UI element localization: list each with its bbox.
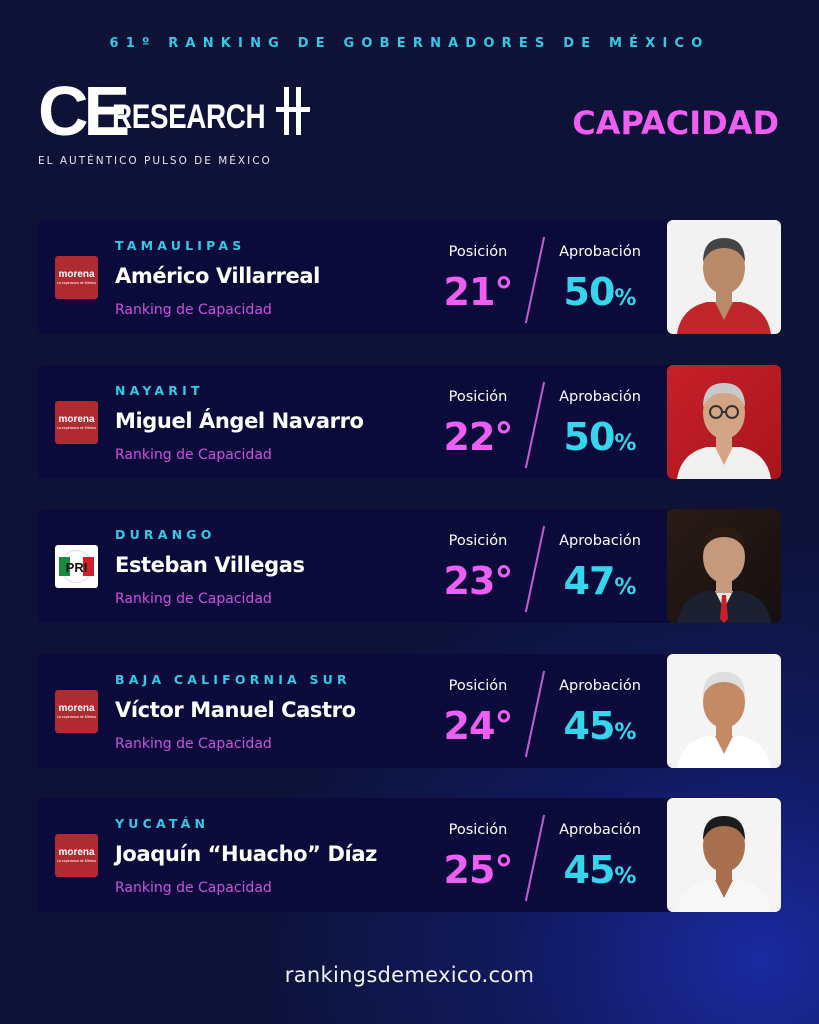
percent-sign: % xyxy=(614,720,637,745)
position-label: Posición xyxy=(448,822,508,838)
state-name: TAMAULIPAS xyxy=(115,238,246,253)
governor-card: morena La esperanza de México YUCATÁN Jo… xyxy=(38,798,781,912)
approval-value: 45% xyxy=(543,704,657,748)
position-value: 24° xyxy=(443,704,514,748)
governor-photo xyxy=(667,654,781,768)
position-value: 23° xyxy=(443,559,514,603)
position-value: 21° xyxy=(443,270,514,314)
morena-logo-tagline: La esperanza de México xyxy=(56,859,97,863)
governor-photo xyxy=(667,365,781,479)
morena-logo-tagline: La esperanza de México xyxy=(56,281,97,285)
governor-photo xyxy=(667,509,781,623)
tagline: EL AUTÉNTICO PULSO DE MÉXICO xyxy=(38,155,272,167)
governor-card: PRI DURANGO Esteban Villegas Ranking de … xyxy=(38,509,781,623)
approval-label: Aprobación xyxy=(559,678,641,694)
category-title: CAPACIDAD xyxy=(572,104,779,142)
approval-value: 50% xyxy=(543,415,657,459)
morena-logo: morena La esperanza de México xyxy=(55,834,98,877)
position-label: Posición xyxy=(448,389,508,405)
ranking-subtitle: Ranking de Capacidad xyxy=(115,736,272,752)
approval-number: 45 xyxy=(563,704,616,748)
position-label: Posición xyxy=(448,244,508,260)
approval-value: 45% xyxy=(543,848,657,892)
ranking-subtitle: Ranking de Capacidad xyxy=(115,880,272,896)
pri-logo: PRI xyxy=(55,545,98,588)
governor-photo xyxy=(667,220,781,334)
position-value: 25° xyxy=(443,848,514,892)
morena-logo-text: morena xyxy=(58,269,95,280)
plus-icon xyxy=(276,87,310,135)
state-name: YUCATÁN xyxy=(115,816,210,831)
state-name: BAJA CALIFORNIA SUR xyxy=(115,672,351,687)
approval-label: Aprobación xyxy=(559,822,641,838)
governor-photo xyxy=(667,798,781,912)
governor-name: Joaquín “Huacho” Díaz xyxy=(115,842,377,866)
position-label: Posición xyxy=(448,533,508,549)
governor-card: morena La esperanza de México NAYARIT Mi… xyxy=(38,365,781,479)
percent-sign: % xyxy=(614,286,637,311)
state-name: NAYARIT xyxy=(115,383,204,398)
governor-name: Víctor Manuel Castro xyxy=(115,698,356,722)
approval-number: 50 xyxy=(563,270,616,314)
governor-name: Miguel Ángel Navarro xyxy=(115,409,364,433)
approval-label: Aprobación xyxy=(559,533,641,549)
morena-logo: morena La esperanza de México xyxy=(55,256,98,299)
ranking-subtitle: Ranking de Capacidad xyxy=(115,447,272,463)
percent-sign: % xyxy=(614,575,637,600)
approval-label: Aprobación xyxy=(559,389,641,405)
pri-text: PRI xyxy=(66,560,88,575)
approval-number: 45 xyxy=(563,848,616,892)
morena-logo-text: morena xyxy=(58,847,95,858)
ranking-subtitle: Ranking de Capacidad xyxy=(115,302,272,318)
morena-logo-text: morena xyxy=(58,703,95,714)
percent-sign: % xyxy=(614,431,637,456)
state-name: DURANGO xyxy=(115,527,216,542)
percent-sign: % xyxy=(614,864,637,889)
ranking-title: 61º RANKING DE GOBERNADORES DE MÉXICO xyxy=(109,36,710,51)
morena-logo: morena La esperanza de México xyxy=(55,690,98,733)
ranking-subtitle: Ranking de Capacidad xyxy=(115,591,272,607)
governor-card: morena La esperanza de México BAJA CALIF… xyxy=(38,654,781,768)
approval-value: 50% xyxy=(543,270,657,314)
approval-number: 50 xyxy=(563,415,616,459)
governor-name: Américo Villarreal xyxy=(115,264,320,288)
approval-value: 47% xyxy=(543,559,657,603)
position-label: Posición xyxy=(448,678,508,694)
governor-card: morena La esperanza de México TAMAULIPAS… xyxy=(38,220,781,334)
morena-logo: morena La esperanza de México xyxy=(55,401,98,444)
morena-logo-text: morena xyxy=(58,414,95,425)
morena-logo-tagline: La esperanza de México xyxy=(56,715,97,719)
position-value: 22° xyxy=(443,415,514,459)
governor-name: Esteban Villegas xyxy=(115,553,305,577)
website-url[interactable]: rankingsdemexico.com xyxy=(284,963,535,987)
logo-research-text: RESEARCH xyxy=(112,98,266,136)
approval-number: 47 xyxy=(563,559,616,603)
morena-logo-tagline: La esperanza de México xyxy=(56,426,97,430)
logo-ce-text: CE xyxy=(38,72,130,150)
approval-label: Aprobación xyxy=(559,244,641,260)
